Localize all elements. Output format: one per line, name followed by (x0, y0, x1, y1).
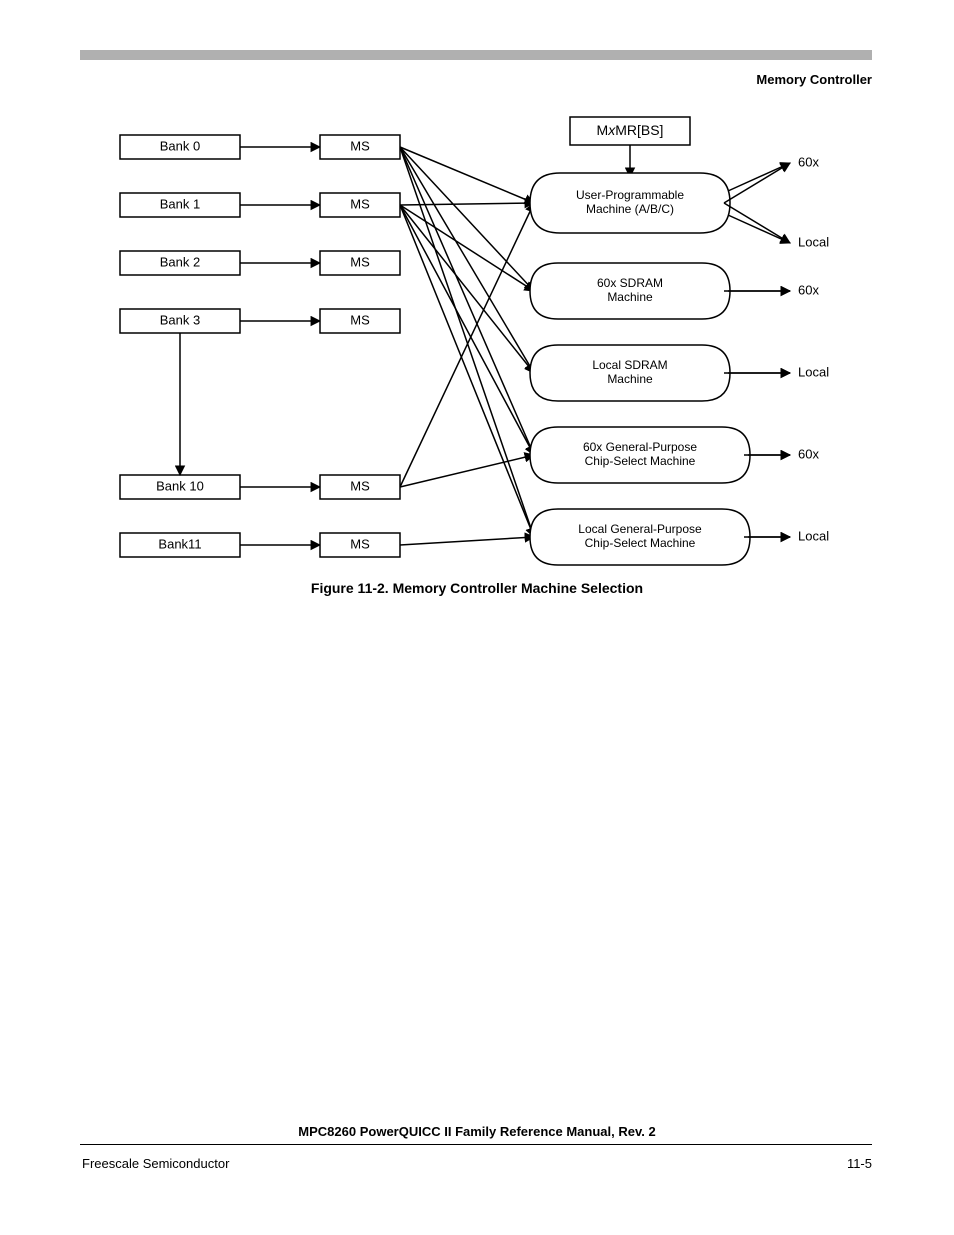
svg-text:60x: 60x (798, 154, 819, 169)
svg-text:MS: MS (350, 312, 370, 327)
svg-text:Machine (A/B/C): Machine (A/B/C) (586, 202, 674, 216)
footer-rule (80, 1144, 872, 1145)
diagram-container: MxMR[BS] Bank 0 Bank 1 Bank 2 Bank 3 Bank 10 B… (80, 105, 872, 585)
svg-text:60x SDRAM: 60x SDRAM (597, 276, 663, 290)
svg-text:Local SDRAM: Local SDRAM (592, 358, 667, 372)
svg-text:Bank 10: Bank 10 (156, 478, 204, 493)
svg-text:Chip-Select Machine: Chip-Select Machine (585, 454, 696, 468)
svg-text:Bank 3: Bank 3 (160, 312, 200, 327)
header-text: Memory Controller (756, 72, 872, 87)
svg-text:60x: 60x (798, 282, 819, 297)
svg-text:Local: Local (798, 234, 829, 249)
svg-text:MS: MS (350, 138, 370, 153)
svg-text:Machine: Machine (607, 372, 653, 386)
svg-text:MxMR[BS]: MxMR[BS] (597, 122, 664, 138)
svg-text:MS: MS (350, 478, 370, 493)
figure-caption: Figure 11-2. Memory Controller Machine S… (0, 580, 954, 596)
diagram-svg: MxMR[BS] Bank 0 Bank 1 Bank 2 Bank 3 Bank 10 B… (80, 105, 872, 585)
svg-text:Bank11: Bank11 (158, 536, 201, 551)
page: Memory Controller MxMR[BS] Bank 0 Bank 1 Ba… (0, 0, 954, 1235)
svg-text:Bank 2: Bank 2 (160, 254, 200, 269)
footer-right: 11-5 (847, 1156, 872, 1171)
svg-text:Bank 1: Bank 1 (160, 196, 200, 211)
svg-text:MS: MS (350, 196, 370, 211)
svg-text:60x General-Purpose: 60x General-Purpose (583, 440, 697, 454)
svg-text:Bank 0: Bank 0 (160, 138, 200, 153)
svg-text:Machine: Machine (607, 290, 653, 304)
svg-text:MS: MS (350, 254, 370, 269)
header-bar (80, 50, 872, 60)
footer-title: MPC8260 PowerQUICC II Family Reference M… (0, 1124, 954, 1139)
svg-text:MS: MS (350, 536, 370, 551)
svg-text:Local: Local (798, 528, 829, 543)
svg-text:Local General-Purpose: Local General-Purpose (578, 522, 702, 536)
footer-left: Freescale Semiconductor (82, 1156, 229, 1171)
svg-text:Local: Local (798, 364, 829, 379)
svg-text:60x: 60x (798, 446, 819, 461)
svg-text:Chip-Select Machine: Chip-Select Machine (585, 536, 696, 550)
svg-text:User-Programmable: User-Programmable (576, 188, 684, 202)
